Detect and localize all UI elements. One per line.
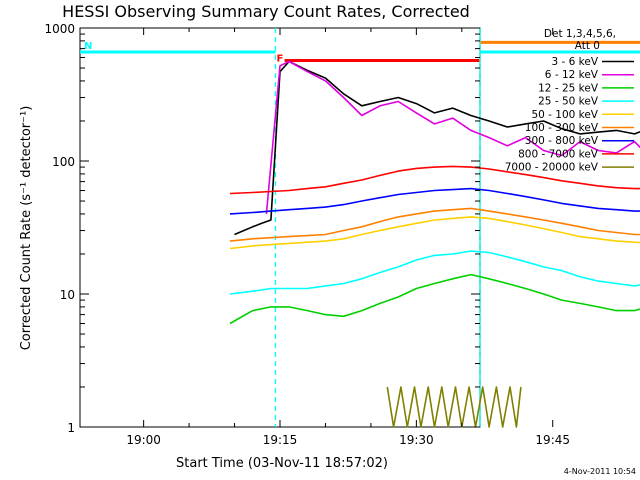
legend-entry-label: 25 - 50 keV [538, 96, 599, 108]
y-tick-label: 100 [52, 155, 75, 169]
legend-entry-label: 12 - 25 keV [538, 82, 599, 94]
y-axis: 1 10 100 1000 [44, 22, 480, 435]
chart-title: HESSI Observing Summary Count Rates, Cor… [62, 2, 470, 21]
data-series [229, 60, 640, 428]
x-tick-label: 19:00 [126, 433, 161, 447]
series-line [229, 273, 640, 325]
series-line [234, 60, 640, 236]
plot-frame [79, 27, 481, 428]
series-line [229, 187, 640, 215]
flag-label: F [277, 53, 284, 64]
legend-entry-label: 100 - 300 keV [525, 122, 599, 134]
y-tick-label: 10 [60, 288, 75, 302]
flag-label: N [84, 41, 92, 52]
series-line [229, 207, 640, 242]
legend-entry-label: 7000 - 20000 keV [505, 162, 599, 174]
x-tick-label: 19:30 [399, 433, 434, 447]
y-tick-label: 1000 [44, 22, 75, 36]
plot-area: FNNS [79, 27, 640, 428]
legend-entry-label: 800 - 7000 keV [518, 148, 599, 160]
x-axis-label: Start Time (03-Nov-11 18:57:02) [176, 456, 388, 471]
legend-entry-label: 50 - 100 keV [531, 109, 598, 121]
y-tick-label: 1 [67, 421, 75, 435]
legend-entry-label: 6 - 12 keV [545, 69, 599, 81]
legend-entry-label: 3 - 6 keV [551, 56, 598, 68]
x-tick-label: 19:15 [263, 433, 298, 447]
legend-header-line-2: Att 0 [575, 40, 600, 52]
series-line [229, 250, 640, 295]
series-line [386, 386, 522, 428]
vertical-markers [274, 28, 481, 427]
series-line [229, 165, 640, 195]
series-line [265, 60, 640, 214]
legend-header-line-1: Det 1,3,4,5,6, [544, 28, 616, 40]
flag-bars: FNNS [80, 40, 640, 64]
y-axis-label: Corrected Count Rate (s⁻¹ detector⁻¹) [19, 106, 34, 351]
footer-timestamp: 4-Nov-2011 10:54 [564, 467, 636, 476]
series-line [229, 216, 640, 250]
legend-entry-label: 300 - 800 keV [525, 135, 599, 147]
x-tick-label: 19:45 [535, 433, 570, 447]
